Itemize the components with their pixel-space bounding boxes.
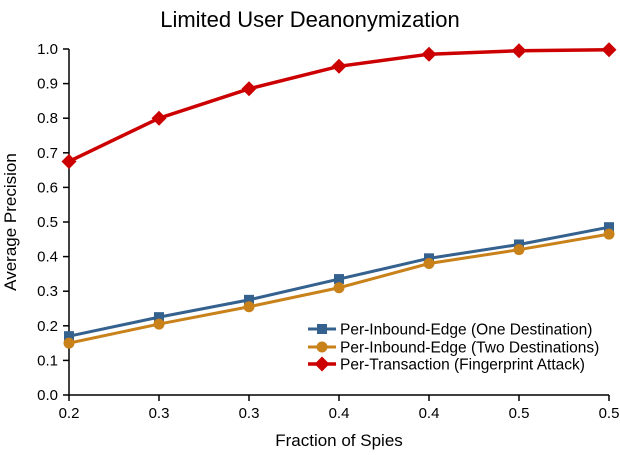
legend-label: Per-Inbound-Edge (Two Destinations) — [340, 340, 599, 357]
y-tick-label: 0.1 — [37, 352, 58, 369]
y-tick-label: 0.5 — [37, 214, 58, 231]
chart-title: Limited User Deanonymization — [160, 7, 460, 32]
data-point-marker — [63, 337, 75, 349]
y-axis-label: Average Precision — [1, 153, 20, 291]
x-tick-label: 0.5 — [509, 405, 530, 422]
data-point-marker — [151, 110, 167, 126]
data-point-marker — [241, 81, 257, 97]
data-series — [61, 42, 617, 349]
data-point-marker — [333, 282, 345, 294]
legend-item: Per-Inbound-Edge (One Destination) — [308, 322, 592, 339]
y-tick-label: 0.8 — [37, 110, 58, 127]
x-tick-label: 0.4 — [329, 405, 350, 422]
legend-label: Per-Transaction (Fingerprint Attack) — [340, 357, 585, 374]
data-point-marker — [511, 43, 527, 59]
legend-item: Per-Transaction (Fingerprint Attack) — [308, 356, 585, 374]
y-tick-label: 0.3 — [37, 283, 58, 300]
x-tick-label: 0.3 — [239, 405, 260, 422]
legend-item: Per-Inbound-Edge (Two Destinations) — [308, 340, 599, 357]
series-circle — [63, 228, 615, 349]
y-tick-label: 0.4 — [37, 249, 58, 266]
y-tick-label: 1.0 — [37, 41, 58, 58]
data-point-marker — [601, 42, 617, 58]
data-point-marker — [423, 258, 435, 270]
series-diamond — [61, 42, 617, 169]
data-point-marker — [603, 228, 615, 240]
legend-marker-diamond — [314, 356, 330, 372]
data-point-marker — [154, 312, 164, 323]
y-tick-label: 0.6 — [37, 179, 58, 196]
y-tick-label: 0.9 — [37, 76, 58, 93]
data-point-marker — [604, 222, 614, 233]
data-point-marker — [64, 331, 74, 342]
legend-label: Per-Inbound-Edge (One Destination) — [340, 322, 592, 339]
legend: Per-Inbound-Edge (One Destination)Per-In… — [308, 322, 599, 374]
y-tick-label: 0.2 — [37, 318, 58, 335]
x-axis-label: Fraction of Spies — [275, 431, 403, 450]
data-point-marker — [334, 274, 344, 285]
data-point-marker — [243, 301, 255, 313]
x-tick-label: 0.2 — [59, 405, 80, 422]
axes: 0.2 0.3 0.3 0.4 0.4 0.5 0.5 0.0 0.1 0.2 0.3 0.4 0.5 0… — [37, 41, 619, 422]
data-point-marker — [153, 318, 165, 330]
y-tick-label: 0.7 — [37, 145, 58, 162]
data-point-marker — [244, 294, 254, 305]
x-tick-label: 0.4 — [419, 405, 440, 422]
y-tick-label: 0.0 — [37, 387, 58, 404]
data-point-marker — [61, 153, 77, 169]
x-tick-label: 0.5 — [599, 405, 620, 422]
legend-marker-circle — [316, 341, 328, 353]
data-point-marker — [421, 46, 437, 62]
data-point-marker — [331, 58, 347, 74]
legend-marker-square — [317, 324, 327, 334]
x-tick-label: 0.3 — [149, 405, 170, 422]
data-point-marker — [513, 244, 525, 256]
